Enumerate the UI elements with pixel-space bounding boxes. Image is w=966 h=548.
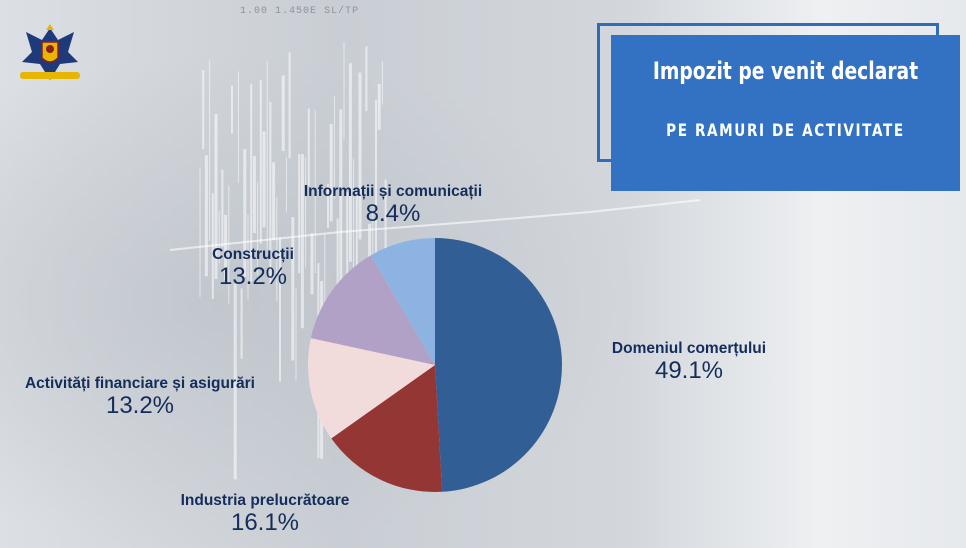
slice-percent: 16.1% (230, 508, 300, 536)
slice-label-industria-prelucratoare: Industria prelucrătoare 16.1% (160, 493, 370, 535)
slice-percent: 13.2% (218, 262, 288, 290)
slice-label-informatii-comunicatii: Informații și comunicații 8.4% (282, 184, 504, 226)
coat-of-arms-logo (20, 24, 80, 80)
slice-name: Domeniul comerțului (611, 340, 767, 357)
ticker-value-3: SL/TP (324, 6, 360, 17)
pie-slice-2 (308, 338, 435, 439)
slice-percent: 13.2% (105, 391, 175, 419)
background-ticker: 1.00 1.450E SL/TP (240, 6, 359, 17)
pie-slice-1 (331, 365, 443, 493)
slice-name: Informații și comunicații (303, 183, 483, 200)
slice-label-activitati-financiare: Activități financiare și asigurări 13.2% (2, 376, 278, 418)
slice-percent: 49.1% (654, 356, 724, 384)
slice-label-domeniul-comertului: Domeniul comerțului 49.1% (598, 341, 780, 383)
slice-name: Activități financiare și asigurări (24, 375, 255, 392)
slice-label-constructii: Construcții 13.2% (194, 247, 312, 289)
title-box: Impozit pe venit declarat PE RAMURI DE A… (611, 35, 960, 191)
ticker-value-1: 1.00 (240, 6, 269, 17)
page-title: Impozit pe venit declarat (652, 57, 919, 85)
ticker-value-2: 1.450E (275, 6, 318, 17)
pie-slice-4 (371, 238, 435, 365)
pie-slice-3 (310, 255, 435, 365)
pie-slice-0 (435, 238, 562, 492)
slice-percent: 8.4% (365, 199, 421, 227)
slice-name: Industria prelucrătoare (180, 492, 350, 509)
page-subtitle: PE RAMURI DE ACTIVITATE (666, 121, 905, 141)
slice-name: Construcții (212, 246, 294, 263)
